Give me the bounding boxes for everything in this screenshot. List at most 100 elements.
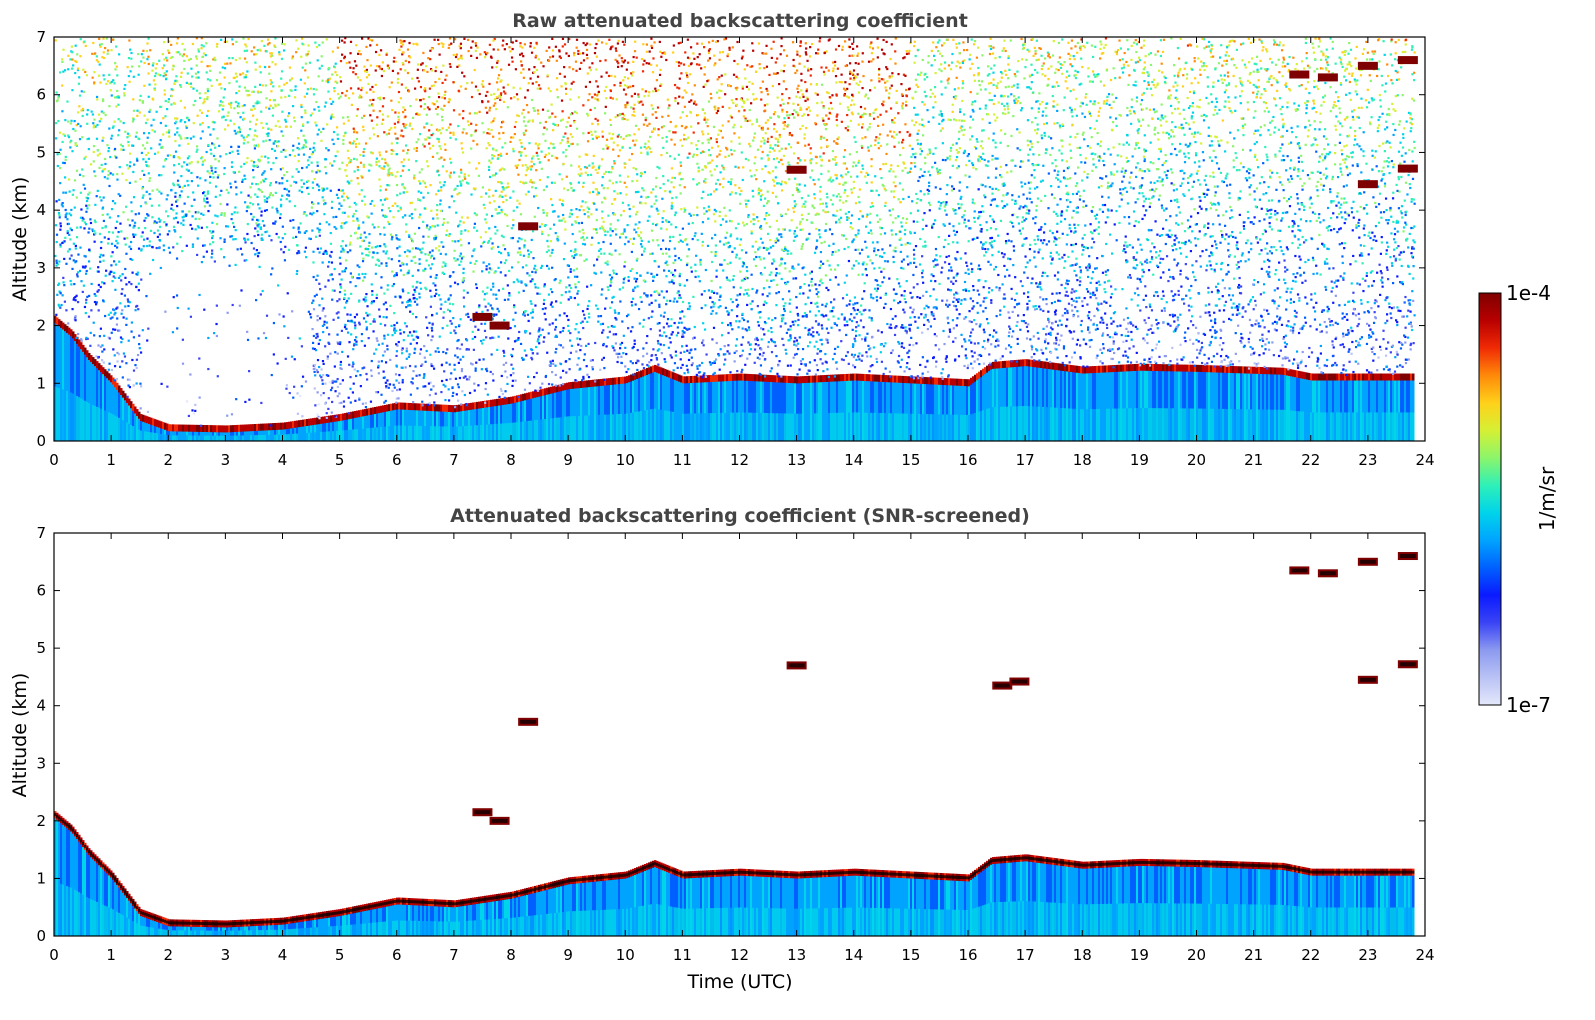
noise-pixel bbox=[436, 217, 439, 220]
noise-pixel bbox=[901, 188, 904, 191]
aerosol-near-surface bbox=[54, 386, 57, 441]
aerosol-column bbox=[456, 408, 459, 441]
aerosol-near-surface bbox=[1090, 409, 1093, 441]
noise-pixel bbox=[1062, 169, 1066, 172]
aerosol-column bbox=[194, 428, 197, 441]
aerosol-column bbox=[772, 379, 775, 441]
aerosol-column bbox=[138, 415, 141, 441]
aerosol-column bbox=[1162, 368, 1165, 441]
noise-pixel bbox=[1224, 89, 1228, 92]
noise-pixel bbox=[984, 280, 987, 283]
aerosol-near-surface bbox=[684, 413, 687, 441]
noise-pixel bbox=[1093, 293, 1097, 297]
noise-pixel bbox=[954, 305, 957, 308]
noise-pixel bbox=[347, 161, 351, 164]
boundary-layer-band bbox=[1044, 361, 1047, 369]
aerosol-column bbox=[1186, 368, 1189, 441]
noise-pixel bbox=[353, 170, 356, 173]
noise-pixel bbox=[1126, 114, 1129, 117]
noise-pixel bbox=[892, 260, 895, 264]
boundary-layer-band bbox=[656, 365, 659, 373]
aerosol-column bbox=[262, 427, 265, 441]
noise-pixel bbox=[416, 303, 419, 306]
noise-pixel bbox=[857, 229, 860, 232]
aerosol-near-surface bbox=[384, 426, 387, 441]
aerosol-column bbox=[60, 324, 63, 441]
noise-pixel bbox=[492, 48, 495, 51]
boundary-layer-band bbox=[774, 375, 777, 383]
boundary-layer-band bbox=[84, 347, 87, 355]
noise-pixel bbox=[1106, 216, 1109, 219]
boundary-layer-band bbox=[188, 424, 191, 432]
noise-pixel bbox=[796, 183, 799, 186]
noise-pixel bbox=[872, 111, 875, 114]
noise-pixel bbox=[234, 237, 237, 241]
noise-pixel bbox=[582, 52, 585, 55]
noise-pixel bbox=[955, 46, 958, 49]
boundary-layer-band bbox=[114, 380, 117, 388]
noise-pixel bbox=[433, 257, 436, 260]
aerosol-column bbox=[398, 406, 401, 441]
noise-pixel bbox=[181, 249, 184, 253]
noise-pixel bbox=[769, 370, 772, 373]
aerosol-near-surface bbox=[616, 414, 619, 441]
noise-pixel bbox=[318, 44, 321, 47]
boundary-layer-band bbox=[276, 422, 279, 430]
aerosol-column bbox=[932, 381, 935, 441]
aerosol-near-surface bbox=[178, 435, 181, 441]
noise-pixel bbox=[634, 40, 637, 43]
noise-pixel bbox=[1157, 340, 1161, 343]
boundary-layer-band bbox=[1274, 367, 1277, 375]
noise-pixel bbox=[545, 185, 548, 188]
noise-pixel bbox=[1282, 159, 1286, 162]
noise-pixel bbox=[662, 210, 665, 213]
noise-pixel bbox=[475, 229, 479, 232]
aerosol-column bbox=[312, 422, 315, 441]
aerosol-column bbox=[1008, 364, 1011, 441]
boundary-layer-band bbox=[334, 414, 337, 422]
noise-pixel bbox=[473, 389, 476, 392]
noise-pixel bbox=[385, 262, 388, 265]
noise-pixel bbox=[1366, 88, 1369, 91]
aerosol-column bbox=[926, 381, 929, 441]
noise-pixel bbox=[431, 263, 434, 266]
noise-pixel bbox=[702, 85, 705, 88]
aerosol-column bbox=[1094, 369, 1097, 441]
noise-pixel bbox=[1144, 197, 1148, 200]
noise-pixel bbox=[361, 402, 365, 405]
boundary-layer-band bbox=[422, 403, 425, 411]
noise-pixel bbox=[870, 296, 873, 299]
noise-pixel bbox=[680, 124, 684, 128]
noise-pixel bbox=[973, 43, 976, 46]
noise-pixel bbox=[1074, 136, 1077, 139]
noise-pixel bbox=[447, 101, 450, 104]
aerosol-near-surface bbox=[926, 414, 929, 441]
aerosol-near-surface bbox=[1030, 406, 1033, 441]
noise-pixel bbox=[1308, 91, 1311, 95]
noise-pixel bbox=[241, 178, 244, 181]
noise-pixel bbox=[238, 85, 241, 88]
boundary-layer-band bbox=[1138, 363, 1141, 371]
boundary-layer-band bbox=[998, 361, 1001, 369]
noise-pixel bbox=[778, 82, 781, 86]
noise-pixel bbox=[1360, 171, 1363, 174]
noise-pixel bbox=[1316, 189, 1319, 192]
boundary-layer-band bbox=[600, 378, 603, 386]
aerosol-near-surface bbox=[582, 415, 585, 441]
noise-pixel bbox=[218, 194, 222, 197]
boundary-layer-band bbox=[106, 371, 109, 379]
noise-pixel bbox=[875, 295, 878, 299]
noise-pixel bbox=[1042, 164, 1045, 167]
noise-pixel bbox=[423, 182, 427, 185]
noise-pixel bbox=[605, 71, 608, 74]
noise-pixel bbox=[642, 347, 645, 350]
boundary-layer-band bbox=[1300, 371, 1303, 379]
noise-pixel bbox=[940, 114, 943, 118]
aerosol-near-surface bbox=[786, 413, 789, 441]
aerosol-near-surface bbox=[898, 413, 901, 441]
noise-pixel bbox=[63, 161, 66, 165]
aerosol-column bbox=[478, 405, 481, 441]
noise-pixel bbox=[597, 255, 600, 258]
aerosol-near-surface bbox=[1110, 408, 1113, 441]
noise-pixel bbox=[880, 77, 883, 81]
